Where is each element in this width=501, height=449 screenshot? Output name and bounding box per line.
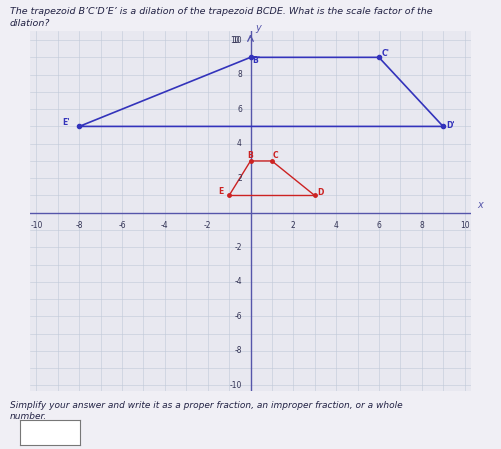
Text: -6: -6 [234, 312, 242, 321]
Text: 2: 2 [291, 221, 296, 230]
Text: -10: -10 [229, 381, 242, 390]
Text: C': C' [382, 48, 390, 57]
Text: 10: 10 [230, 35, 240, 44]
Text: number.: number. [10, 412, 47, 421]
Text: The trapezoid B’C’D’E’ is a dilation of the trapezoid BCDE. What is the scale fa: The trapezoid B’C’D’E’ is a dilation of … [10, 7, 433, 16]
Text: E: E [218, 187, 223, 196]
Text: -4: -4 [161, 221, 169, 230]
Text: -2: -2 [234, 243, 242, 252]
Text: -10: -10 [30, 221, 43, 230]
Text: -2: -2 [204, 221, 211, 230]
Text: 10: 10 [232, 35, 242, 44]
Text: y: y [255, 23, 261, 33]
Text: B': B' [253, 56, 261, 65]
Text: E': E' [62, 118, 70, 127]
Text: 8: 8 [419, 221, 424, 230]
Text: B: B [247, 151, 253, 160]
Text: C: C [273, 151, 279, 160]
Text: 2: 2 [237, 174, 242, 183]
Text: -4: -4 [234, 277, 242, 286]
Text: 4: 4 [334, 221, 339, 230]
Text: 6: 6 [237, 105, 242, 114]
Text: D: D [317, 188, 324, 197]
Text: 8: 8 [237, 70, 242, 79]
Text: dilation?: dilation? [10, 19, 51, 28]
Text: 6: 6 [376, 221, 381, 230]
Text: -8: -8 [76, 221, 83, 230]
Text: -6: -6 [118, 221, 126, 230]
Text: 10: 10 [460, 221, 469, 230]
Text: D': D' [446, 121, 455, 130]
Text: -8: -8 [234, 347, 242, 356]
Text: 4: 4 [237, 139, 242, 148]
Text: Simplify your answer and write it as a proper fraction, an improper fraction, or: Simplify your answer and write it as a p… [10, 401, 403, 409]
Text: x: x [477, 199, 483, 210]
